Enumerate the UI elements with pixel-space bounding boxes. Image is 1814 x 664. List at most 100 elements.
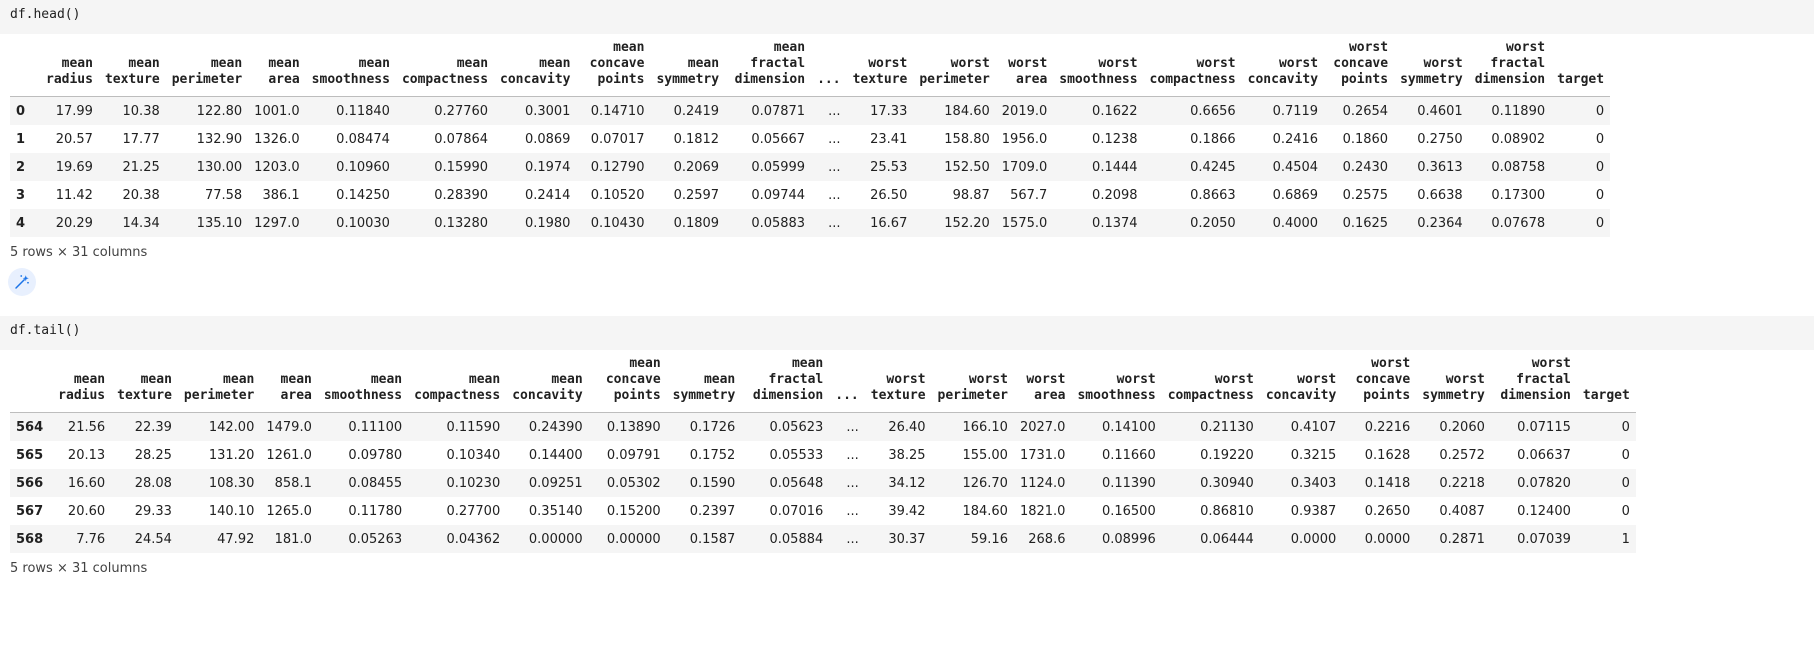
column-header: worst area (1013, 356, 1072, 413)
table-cell: 28.25 (134, 447, 172, 463)
row-index: 4 (16, 215, 26, 231)
table-row: 0 17.99 10.38 122.80 1001.0 0.11840 0.27760 0.3… (10, 96, 1611, 125)
magic-wand-icon (15, 275, 29, 289)
table-cell: 0 (1595, 187, 1605, 203)
code-text[interactable]: df.head() (10, 7, 81, 22)
table-cell: 0.09780 (348, 447, 403, 463)
column-header: mean compactness (408, 356, 507, 413)
table-cell: 0.09251 (528, 475, 583, 491)
table-cell: 181.0 (274, 531, 312, 547)
table-cell: 0.07039 (1517, 531, 1571, 547)
table-cell: 14.34 (122, 215, 160, 231)
table-cell: 1124.0 (1019, 475, 1066, 491)
table-cell: 152.50 (944, 159, 990, 175)
table-cell: 1479.0 (266, 419, 312, 435)
table-header-row: mean radius mean texture mean perimeter mea… (10, 40, 1611, 97)
table-cell: ... (828, 131, 841, 147)
column-header: worst concavity (1259, 356, 1343, 413)
table-cell: 0 (1621, 475, 1630, 491)
table-cell: 0.4000 (1272, 215, 1319, 231)
table-cell: 152.20 (944, 215, 990, 231)
row-index: 566 (16, 475, 44, 491)
table-cell: 0.05999 (751, 159, 806, 175)
table-cell: 0.10030 (336, 215, 390, 231)
table-cell: 21.56 (67, 419, 106, 435)
table-cell: 30.37 (888, 531, 926, 547)
table-cell: 0.07016 (769, 503, 824, 519)
table-cell: 0.3215 (1290, 447, 1337, 463)
table-cell: 0.28390 (434, 187, 489, 203)
table-cell: 0.00000 (606, 531, 661, 547)
row-index: 565 (16, 447, 44, 463)
table-cell: 0.05533 (769, 447, 824, 463)
code-text[interactable]: df.tail() (10, 323, 81, 338)
table-cell: 0.05667 (751, 131, 806, 147)
table-cell: 0.35140 (528, 503, 583, 519)
table-cell: ... (828, 215, 841, 231)
table-cell: 0.09791 (606, 447, 661, 463)
table-cell: 26.40 (888, 419, 926, 435)
table-cell: 1709.0 (1001, 159, 1048, 175)
table-cell: 23.41 (870, 131, 908, 147)
column-header: worst area (995, 40, 1054, 97)
table-cell: 0.0869 (524, 131, 571, 147)
table-cell: 0.4245 (1190, 159, 1236, 175)
column-header: target (1551, 40, 1611, 97)
table-cell: 59.16 (970, 531, 1008, 547)
table-cell: 17.33 (870, 103, 908, 119)
table-cell: 1326.0 (254, 131, 300, 147)
index-header (10, 40, 40, 97)
code-cell-head[interactable]: df.head() (0, 0, 1814, 34)
table-cell: 0.2060 (1439, 419, 1485, 435)
table-cell: 0.1625 (1342, 215, 1389, 231)
table-row: 566 16.60 28.08 108.30 858.1 0.08455 0.10230 0.… (10, 469, 1636, 497)
table-cell: ... (846, 503, 859, 519)
table-cell: 77.58 (204, 187, 243, 203)
table-cell: 0.4087 (1439, 503, 1485, 519)
magic-wand-button[interactable] (8, 268, 36, 296)
table-cell: ... (846, 531, 859, 547)
table-cell: 0.11890 (1491, 103, 1546, 119)
table-cell: 0.19220 (1200, 447, 1254, 463)
table-row: 568 7.76 24.54 47.92 181.0 0.05263 0.04362 0.00… (10, 525, 1636, 553)
table-cell: 0.2575 (1342, 187, 1389, 203)
table-cell: 0.1726 (689, 419, 736, 435)
code-cell-tail[interactable]: df.tail() (0, 316, 1814, 350)
table-cell: 26.50 (870, 187, 908, 203)
column-header: mean perimeter (165, 40, 249, 97)
table-row: 3 11.42 20.38 77.58 386.1 0.14250 0.28390 0.241… (10, 181, 1611, 209)
table-cell: 0.4601 (1417, 103, 1463, 119)
table-cell: 20.38 (122, 187, 160, 203)
table-cell: 10.38 (122, 103, 160, 119)
column-header: worst smoothness (1053, 40, 1144, 97)
table-cell: 1297.0 (254, 215, 300, 231)
row-index: 567 (16, 503, 44, 519)
table-cell: ... (846, 447, 859, 463)
table-cell: 126.70 (962, 475, 1008, 491)
table-cell: 0.2654 (1342, 103, 1389, 119)
column-header: mean area (260, 356, 318, 413)
table-cell: 0.8663 (1190, 187, 1236, 203)
table-cell: 0.1812 (673, 131, 720, 147)
table-cell: 0.1866 (1190, 131, 1236, 147)
table-cell: 0 (1595, 103, 1605, 119)
table-cell: 1265.0 (266, 503, 312, 519)
table-cell: 0.08996 (1101, 531, 1156, 547)
column-header: mean fractal dimension (725, 40, 812, 97)
table-cell: 0.2416 (1272, 131, 1319, 147)
table-cell: 140.10 (208, 503, 255, 519)
shape-note: 5 rows × 31 columns (10, 561, 148, 576)
column-header: mean symmetry (666, 356, 742, 413)
table-cell: 0.6656 (1190, 103, 1236, 119)
table-cell: 47.92 (217, 531, 255, 547)
index-header (10, 356, 50, 413)
table-cell: 0.07871 (751, 103, 806, 119)
table-cell: 0.10340 (446, 447, 501, 463)
table-cell: 1821.0 (1019, 503, 1066, 519)
table-cell: 0.3403 (1290, 475, 1337, 491)
table-row: 4 20.29 14.34 135.10 1297.0 0.10030 0.13280 0.1… (10, 209, 1611, 237)
column-header: mean smoothness (305, 40, 396, 97)
table-cell: 2019.0 (1001, 103, 1048, 119)
table-cell: 98.87 (952, 187, 990, 203)
table-cell: 0.0000 (1364, 531, 1411, 547)
